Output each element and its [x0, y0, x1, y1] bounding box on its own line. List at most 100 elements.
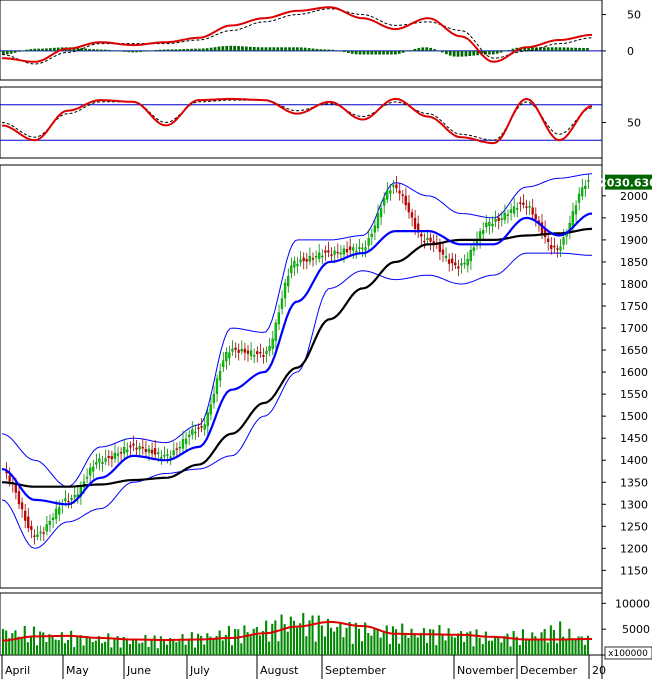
candle-body — [308, 256, 311, 262]
volume-bar — [568, 628, 571, 655]
macd-histogram-bar — [182, 49, 185, 51]
macd-histogram-bar — [213, 47, 217, 51]
macd-histogram-bar — [574, 47, 577, 51]
macd-histogram-bar — [413, 48, 417, 51]
price-tick-label: 1450 — [620, 432, 648, 445]
volume-bar — [206, 633, 209, 655]
volume-bar — [326, 618, 329, 655]
macd-histogram-bar — [256, 47, 260, 51]
price-tick-label: 1300 — [620, 498, 648, 511]
volume-unit-label: x100000 — [608, 649, 648, 659]
macd-histogram-bar — [249, 46, 252, 51]
candle-body — [314, 256, 318, 258]
candle-body — [550, 245, 553, 249]
volume-bar — [398, 643, 401, 655]
candle-body — [54, 508, 58, 520]
volume-bar — [11, 633, 14, 655]
candle-body — [355, 250, 358, 253]
macd-histogram-bar — [221, 46, 225, 51]
candle-body — [420, 233, 423, 237]
candle-body — [70, 498, 73, 500]
volume-bar — [32, 626, 35, 655]
volume-bar — [258, 635, 261, 655]
macd-histogram-bar — [100, 49, 103, 51]
price-tick-label: 1500 — [620, 410, 648, 423]
candle-body — [506, 214, 509, 216]
candle-body — [135, 447, 138, 450]
macd-histogram-bar — [233, 45, 236, 51]
ma20-line — [1, 212, 593, 506]
candle-body — [333, 250, 336, 255]
candle-body — [519, 202, 522, 204]
macd-histogram-bar — [174, 49, 178, 51]
candle-body — [42, 532, 45, 534]
stochastic-tick-label: 50 — [627, 117, 641, 130]
volume-bar — [97, 636, 100, 655]
volume-bar — [166, 644, 169, 655]
volume-bar — [463, 642, 466, 655]
candle-body — [352, 247, 355, 251]
macd-histogram-bar — [166, 49, 170, 51]
macd-histogram-bar — [115, 50, 119, 52]
price-tick-label: 1650 — [620, 344, 648, 357]
candle-body — [175, 448, 178, 450]
volume-bar — [169, 638, 172, 655]
volume-bar — [178, 640, 181, 655]
candle-body — [500, 218, 503, 220]
x-tick-label: April — [5, 664, 30, 677]
volume-bar — [299, 623, 302, 655]
candle-body — [577, 193, 581, 203]
volume-bar — [562, 636, 565, 655]
macd-tick-label: 50 — [627, 9, 641, 22]
volume-bar — [367, 633, 370, 655]
macd-histogram-bar — [511, 48, 515, 51]
volume-bar — [320, 625, 323, 655]
volume-bar — [197, 633, 200, 655]
macd-histogram-bar — [570, 47, 574, 51]
candle-body — [110, 456, 113, 460]
macd-histogram-bar — [127, 50, 131, 53]
candle-body — [429, 237, 432, 242]
volume-bar — [215, 636, 218, 655]
macd-histogram-bar — [260, 47, 264, 51]
volume-bar — [296, 627, 299, 655]
volume-bar — [336, 626, 339, 655]
candle-body — [194, 431, 197, 434]
macd-histogram-bar — [421, 47, 425, 51]
macd-histogram-bar — [394, 50, 397, 55]
volume-bar — [450, 636, 453, 655]
volume-bar — [283, 624, 286, 655]
candle-body — [528, 206, 531, 208]
macd-histogram-bar — [401, 50, 405, 53]
candle-body — [531, 207, 534, 215]
volume-bar — [521, 629, 524, 655]
candle-body — [441, 249, 445, 255]
macd-histogram-bar — [186, 48, 189, 51]
candle-body — [423, 240, 426, 243]
macd-histogram-bar — [566, 47, 570, 51]
volume-bar — [76, 635, 79, 655]
macd-line — [1, 6, 593, 63]
volume-bar — [571, 638, 574, 655]
candle-body — [395, 184, 398, 189]
candle-body — [562, 237, 565, 245]
macd-histogram-bar — [178, 49, 182, 51]
candle-body — [426, 238, 429, 241]
candle-body — [413, 217, 417, 229]
volume-bar — [26, 642, 29, 655]
volume-bar — [574, 639, 577, 655]
volume-bar — [227, 625, 230, 655]
macd-histogram-bar — [507, 50, 511, 51]
volume-bar — [110, 647, 113, 655]
candle-body — [237, 349, 240, 353]
ma50-line — [2, 227, 593, 488]
volume-bar — [67, 640, 70, 655]
volume-bar — [447, 628, 450, 655]
volume-bar — [419, 632, 422, 655]
volume-bar — [565, 638, 568, 655]
macd-histogram-bar — [488, 50, 491, 55]
volume-bar — [60, 632, 63, 655]
volume-bar — [218, 630, 221, 655]
volume-bar — [280, 614, 283, 655]
volume-bar — [175, 642, 178, 655]
